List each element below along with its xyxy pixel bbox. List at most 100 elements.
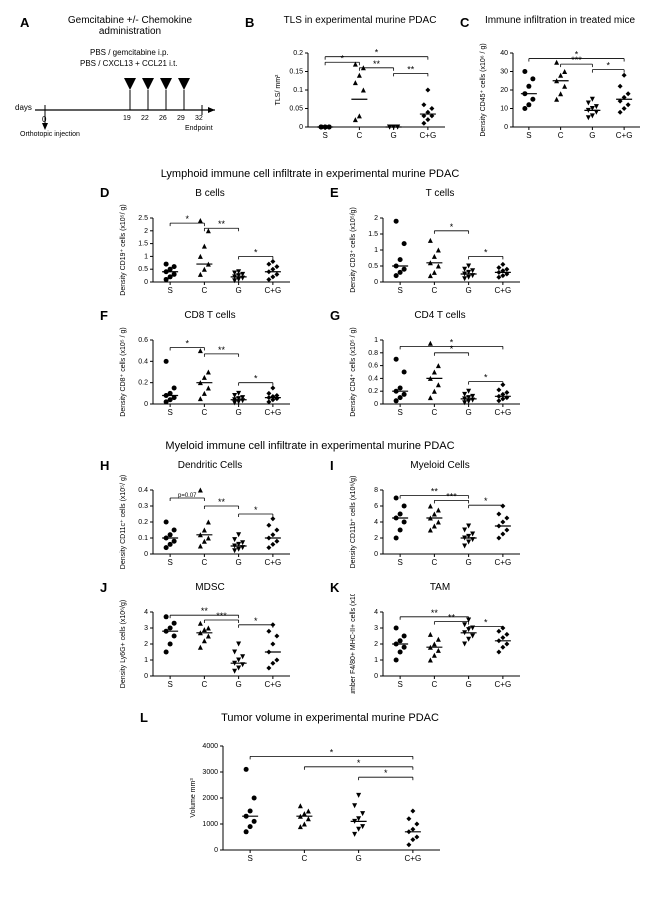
panel-d-label: D bbox=[100, 185, 109, 200]
svg-text:*: * bbox=[375, 48, 379, 58]
svg-text:1: 1 bbox=[144, 253, 148, 260]
panel-i-title: Myeloid Cells bbox=[380, 460, 500, 471]
svg-text:0.4: 0.4 bbox=[138, 487, 148, 494]
svg-text:*: * bbox=[484, 617, 488, 627]
svg-text:C: C bbox=[431, 286, 437, 295]
svg-text:G: G bbox=[356, 854, 362, 863]
svg-text:10: 10 bbox=[500, 106, 508, 113]
svg-text:S: S bbox=[167, 680, 172, 689]
svg-text:0: 0 bbox=[374, 551, 378, 558]
panel-l-label: L bbox=[140, 710, 148, 725]
svg-text:C+G: C+G bbox=[265, 558, 282, 567]
panel-g-label: G bbox=[330, 308, 340, 323]
svg-text:C+G: C+G bbox=[265, 408, 282, 417]
chart-h: 00.10.20.30.4Density CD11c⁺ cells (x10⁵/… bbox=[115, 472, 295, 572]
chart-e: 00.511.52Density CD3⁺ cells (x10⁵/g)SCGC… bbox=[345, 200, 525, 300]
svg-text:0.05: 0.05 bbox=[289, 106, 303, 113]
svg-text:*: * bbox=[185, 338, 189, 348]
svg-text:TLS/ mm²: TLS/ mm² bbox=[275, 74, 282, 105]
svg-text:***: *** bbox=[446, 491, 457, 501]
svg-text:***: *** bbox=[571, 55, 582, 65]
svg-text:C: C bbox=[356, 131, 362, 140]
svg-text:*: * bbox=[185, 214, 189, 224]
svg-text:S: S bbox=[397, 558, 402, 567]
svg-text:C+G: C+G bbox=[265, 680, 282, 689]
chart-g: 00.20.40.60.81Density CD4⁺ cells (x10⁵ /… bbox=[345, 322, 525, 422]
svg-text:1: 1 bbox=[374, 337, 378, 344]
svg-text:Density Ly6G+ cells (x10⁶/g): Density Ly6G+ cells (x10⁶/g) bbox=[120, 600, 127, 688]
svg-text:0: 0 bbox=[299, 124, 303, 131]
svg-text:C+G: C+G bbox=[495, 286, 512, 295]
svg-text:0.15: 0.15 bbox=[289, 69, 303, 76]
endpoint-label: Endpoint bbox=[185, 125, 213, 132]
svg-text:1: 1 bbox=[374, 247, 378, 254]
svg-text:C: C bbox=[201, 408, 207, 417]
svg-text:0: 0 bbox=[144, 279, 148, 286]
svg-text:p=0.07: p=0.07 bbox=[178, 493, 197, 499]
svg-text:2000: 2000 bbox=[202, 795, 218, 802]
svg-text:C: C bbox=[431, 680, 437, 689]
panel-h-title: Dendritic Cells bbox=[150, 460, 270, 471]
timeline-line2: PBS / CXCL13 + CCL21 i.t. bbox=[80, 59, 178, 68]
svg-text:0: 0 bbox=[504, 124, 508, 131]
d26: 26 bbox=[159, 115, 167, 122]
svg-text:2: 2 bbox=[374, 215, 378, 222]
svg-text:Density CD19⁺ cells (x10⁵/ g): Density CD19⁺ cells (x10⁵/ g) bbox=[120, 204, 127, 295]
svg-text:G: G bbox=[236, 408, 242, 417]
svg-text:*: * bbox=[340, 53, 344, 63]
svg-text:0.6: 0.6 bbox=[138, 337, 148, 344]
day0: 0 bbox=[42, 115, 46, 124]
svg-text:8: 8 bbox=[374, 487, 378, 494]
ortho-label: Orthotopic injection bbox=[20, 131, 80, 138]
chart-k: 01234Number F4/80+ MHC-II+ cells (x10⁵)S… bbox=[345, 594, 525, 694]
panel-c-title: Immune infiltration in treated mice bbox=[480, 15, 640, 26]
panel-h-label: H bbox=[100, 458, 109, 473]
chart-b: 00.050.10.150.2TLS/ mm²SCGC+G****** bbox=[270, 35, 450, 145]
svg-text:1.5: 1.5 bbox=[368, 231, 378, 238]
panel-a-label: A bbox=[20, 15, 29, 30]
svg-text:G: G bbox=[466, 286, 472, 295]
chart-l: 01000200030004000Volume mm³SCGC+G*** bbox=[185, 728, 445, 868]
panel-j-title: MDSC bbox=[150, 582, 270, 593]
svg-text:**: ** bbox=[201, 606, 209, 616]
panel-d-title: B cells bbox=[150, 188, 270, 199]
svg-text:**: ** bbox=[373, 59, 381, 69]
svg-text:S: S bbox=[167, 408, 172, 417]
d29: 29 bbox=[177, 115, 185, 122]
svg-text:0.2: 0.2 bbox=[138, 519, 148, 526]
svg-text:4: 4 bbox=[374, 519, 378, 526]
svg-text:S: S bbox=[322, 131, 327, 140]
svg-text:C: C bbox=[301, 854, 307, 863]
panel-i-label: I bbox=[330, 458, 334, 473]
svg-text:*: * bbox=[484, 373, 488, 383]
svg-text:0.8: 0.8 bbox=[368, 350, 378, 357]
svg-text:C: C bbox=[431, 558, 437, 567]
panel-e-label: E bbox=[330, 185, 339, 200]
svg-text:*: * bbox=[384, 768, 388, 778]
svg-text:Density CD11b⁺ cells (x10⁶/g): Density CD11b⁺ cells (x10⁶/g) bbox=[350, 476, 357, 569]
svg-text:C: C bbox=[201, 286, 207, 295]
svg-text:S: S bbox=[167, 558, 172, 567]
panel-f-label: F bbox=[100, 308, 108, 323]
d19: 19 bbox=[123, 115, 131, 122]
svg-text:*: * bbox=[254, 505, 258, 515]
svg-text:Density CD8⁺ cells (x10⁵ / g): Density CD8⁺ cells (x10⁵ / g) bbox=[120, 327, 127, 416]
svg-text:G: G bbox=[466, 680, 472, 689]
svg-text:40: 40 bbox=[500, 50, 508, 57]
svg-text:Density CD11c⁺ cells (x10⁵/ g): Density CD11c⁺ cells (x10⁵/ g) bbox=[120, 475, 127, 569]
svg-text:0: 0 bbox=[374, 673, 378, 680]
svg-text:0.2: 0.2 bbox=[293, 50, 303, 57]
svg-text:3000: 3000 bbox=[202, 769, 218, 776]
svg-text:G: G bbox=[236, 558, 242, 567]
svg-text:C+G: C+G bbox=[495, 680, 512, 689]
days-label: days bbox=[15, 103, 32, 112]
panel-f-title: CD8 T cells bbox=[150, 310, 270, 321]
panel-a-timeline: PBS / gemcitabine i.p. PBS / CXCL13 + CC… bbox=[30, 45, 230, 140]
svg-text:*: * bbox=[450, 344, 454, 354]
svg-text:**: ** bbox=[448, 613, 456, 623]
svg-text:G: G bbox=[236, 286, 242, 295]
svg-text:S: S bbox=[526, 131, 531, 140]
svg-text:G: G bbox=[466, 558, 472, 567]
svg-text:0.1: 0.1 bbox=[138, 535, 148, 542]
svg-text:0.4: 0.4 bbox=[138, 358, 148, 365]
